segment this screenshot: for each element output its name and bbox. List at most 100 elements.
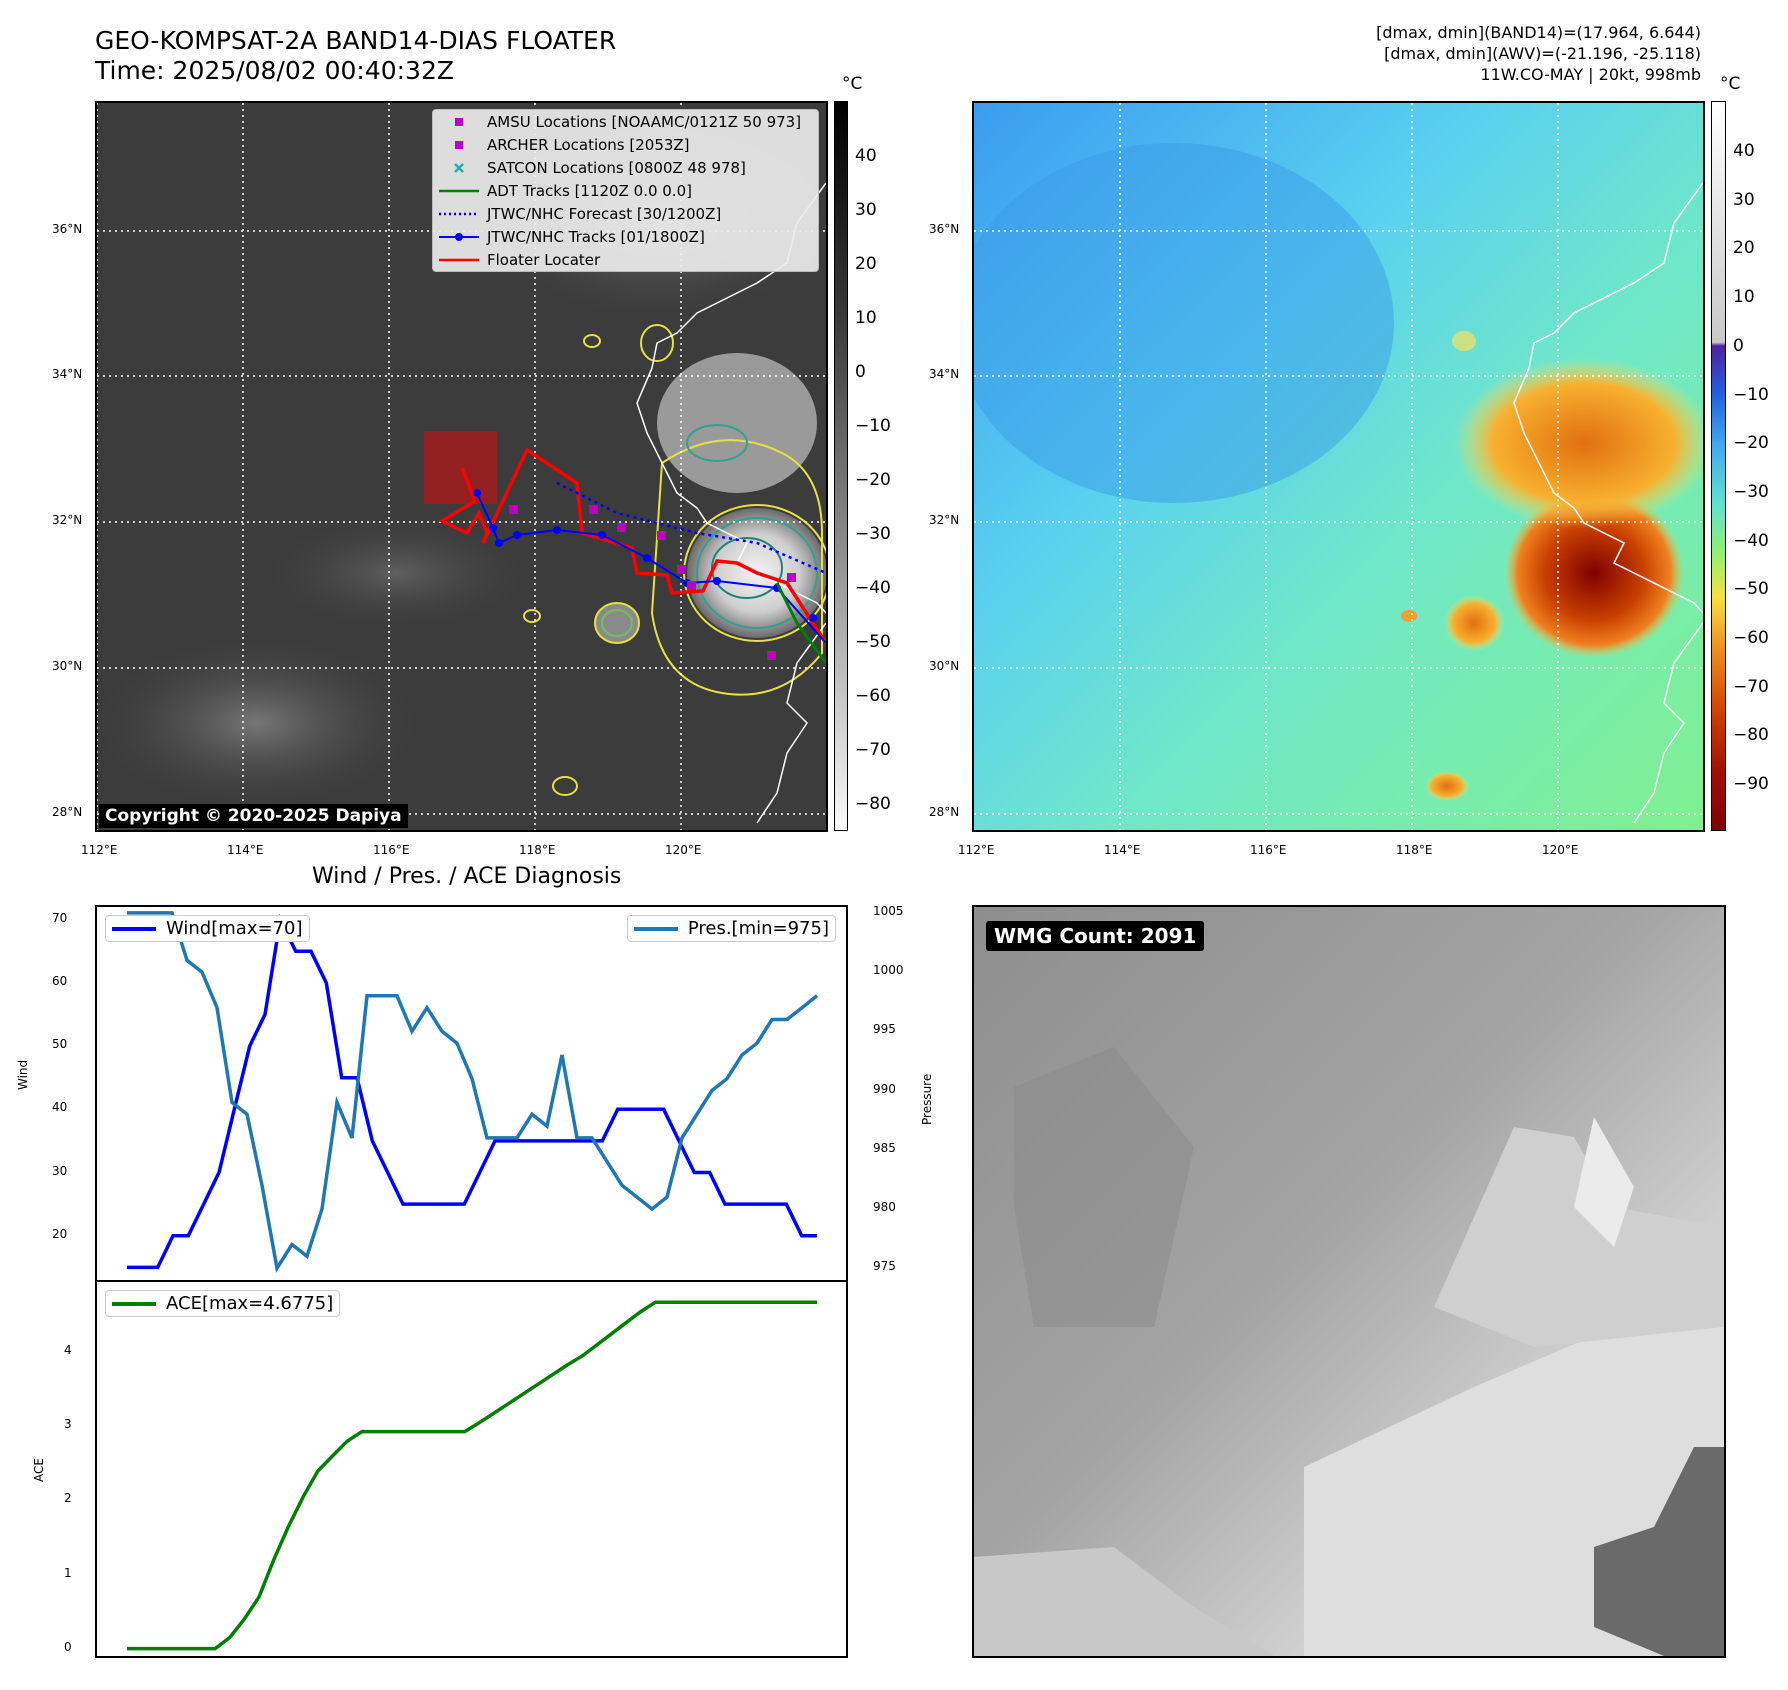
ace-ytick: 2 bbox=[64, 1491, 72, 1506]
legend-label: ADT Tracks [1120Z 0.0 0.0] bbox=[487, 181, 692, 200]
legend-item: ADT Tracks [1120Z 0.0 0.0] bbox=[433, 179, 818, 202]
legend-label: JTWC/NHC Forecast [30/1200Z] bbox=[487, 204, 722, 223]
legend-item: Floater Locater bbox=[433, 248, 818, 271]
map-lon-tick: 114°E bbox=[1104, 843, 1141, 857]
right-colorbar-tick: 10 bbox=[1733, 287, 1755, 308]
ace-axis-label: ACE bbox=[32, 1458, 46, 1482]
left-colorbar-tick: 10 bbox=[855, 308, 877, 328]
legend-symbol-icon bbox=[439, 250, 479, 270]
page-title: GEO-KOMPSAT-2A BAND14-DIAS FLOATER Time: … bbox=[95, 26, 617, 85]
wind-ytick: 20 bbox=[52, 1226, 68, 1241]
right-colorbar-tick: −70 bbox=[1733, 676, 1769, 697]
wind-ytick: 30 bbox=[52, 1163, 68, 1178]
legend-item: JTWC/NHC Tracks [01/1800Z] bbox=[433, 225, 818, 248]
ace-legend-label: ACE[max=4.6775] bbox=[166, 1293, 334, 1314]
ace-ytick: 0 bbox=[64, 1639, 72, 1654]
pres-ytick: 1000 bbox=[873, 963, 904, 978]
ace-ytick: 3 bbox=[64, 1417, 72, 1432]
wind-legend-label: Wind[max=70] bbox=[166, 918, 303, 939]
right-colorbar-tick: −60 bbox=[1733, 628, 1769, 648]
right-colorbar-tick: −10 bbox=[1733, 384, 1769, 405]
map-lon-tick: 116°E bbox=[1250, 843, 1287, 857]
right-colorbar-tick: −40 bbox=[1733, 530, 1769, 551]
legend-label: SATCON Locations [0800Z 48 978] bbox=[487, 158, 746, 177]
right-colorbar-tick: −90 bbox=[1733, 774, 1769, 795]
map-lat-tick: 36°N bbox=[929, 222, 960, 236]
legend-symbol-icon bbox=[439, 112, 479, 132]
info-storm: 11W.CO-MAY | 20kt, 998mb bbox=[1480, 65, 1701, 84]
map-lon-tick: 112°E bbox=[958, 843, 995, 857]
wmg-panel: WMG Count: 2091 bbox=[972, 905, 1726, 1658]
map-lat-tick: 34°N bbox=[52, 367, 83, 381]
left-colorbar-tick: −70 bbox=[855, 740, 891, 760]
left-colorbar-unit: °C bbox=[842, 74, 863, 94]
legend-symbol-icon bbox=[439, 135, 479, 155]
pres-line bbox=[127, 911, 819, 1273]
right-colorbar-tick: 20 bbox=[1733, 238, 1755, 259]
legend-label: Floater Locater bbox=[487, 250, 601, 269]
map-lat-tick: 30°N bbox=[929, 659, 960, 673]
wind-axis-label: Wind bbox=[16, 1059, 30, 1090]
wmg-image bbox=[974, 907, 1724, 1656]
right-colorbar-unit: °C bbox=[1720, 74, 1741, 94]
map-lon-tick: 118°E bbox=[519, 843, 556, 857]
left-colorbar-tick: −20 bbox=[855, 470, 891, 490]
map-lon-tick: 114°E bbox=[227, 843, 264, 857]
left-colorbar-tick: 20 bbox=[855, 254, 877, 274]
ace-ytick: 4 bbox=[64, 1343, 72, 1358]
ace-plot bbox=[127, 1300, 817, 1651]
right-colorbar-tick: −20 bbox=[1733, 433, 1769, 454]
map-lat-tick: 34°N bbox=[929, 367, 960, 381]
wmg-count-label: WMG Count: 2091 bbox=[986, 921, 1205, 951]
info-awv: [dmax, dmin](AWV)=(-21.196, -25.118) bbox=[1384, 44, 1701, 63]
right-colorbar bbox=[1711, 101, 1726, 831]
legend-label: AMSU Locations [NOAAMC/0121Z 50 973] bbox=[487, 112, 802, 131]
pres-ytick: 975 bbox=[873, 1259, 896, 1274]
wind-ytick: 50 bbox=[52, 1037, 68, 1052]
left-colorbar-tick: 30 bbox=[855, 200, 877, 220]
legend-label: ARCHER Locations [2053Z] bbox=[487, 135, 690, 154]
wind-legend: Wind[max=70] bbox=[105, 915, 310, 942]
pres-ytick: 985 bbox=[873, 1140, 896, 1155]
map-lon-tick: 118°E bbox=[1396, 843, 1433, 857]
pres-ytick: 1005 bbox=[873, 903, 904, 918]
right-colorbar-tick: −80 bbox=[1733, 725, 1769, 746]
map-lat-tick: 36°N bbox=[52, 222, 83, 236]
left-colorbar-tick: −40 bbox=[855, 578, 891, 598]
legend-item: AMSU Locations [NOAAMC/0121Z 50 973] bbox=[433, 110, 818, 133]
left-colorbar-tick: 0 bbox=[855, 362, 866, 382]
left-colorbar-tick: 40 bbox=[855, 146, 877, 166]
legend-symbol-icon bbox=[439, 204, 479, 224]
wind-pres-panel: Wind[max=70] Pres.[min=975] bbox=[95, 905, 848, 1282]
left-colorbar-tick: −10 bbox=[855, 416, 891, 436]
wind-legend-swatch bbox=[112, 926, 156, 931]
legend-item: ARCHER Locations [2053Z] bbox=[433, 133, 818, 156]
awv-map-panel bbox=[972, 101, 1705, 832]
ace-legend: ACE[max=4.6775] bbox=[105, 1290, 341, 1317]
pres-ytick: 990 bbox=[873, 1081, 896, 1096]
pres-legend-label: Pres.[min=975] bbox=[687, 918, 829, 939]
map-lat-tick: 28°N bbox=[929, 805, 960, 819]
map-lon-tick: 120°E bbox=[1542, 843, 1579, 857]
left-colorbar-tick: −50 bbox=[855, 632, 891, 652]
right-colorbar-tick: −30 bbox=[1733, 481, 1769, 502]
legend-item: JTWC/NHC Forecast [30/1200Z] bbox=[433, 202, 818, 225]
ace-ytick: 1 bbox=[64, 1565, 72, 1580]
legend-symbol-icon bbox=[439, 158, 479, 178]
map-lat-tick: 32°N bbox=[52, 513, 83, 527]
map-legend: AMSU Locations [NOAAMC/0121Z 50 973] ARCH… bbox=[432, 109, 819, 272]
ace-panel: ACE[max=4.6775] bbox=[95, 1280, 848, 1658]
map-lon-tick: 116°E bbox=[373, 843, 410, 857]
ir-map-panel: AMSU Locations [NOAAMC/0121Z 50 973] ARCH… bbox=[95, 101, 828, 832]
legend-label: JTWC/NHC Tracks [01/1800Z] bbox=[487, 227, 705, 246]
legend-symbol-icon bbox=[439, 181, 479, 201]
diagnostic-info: [dmax, dmin](BAND14)=(17.964, 6.644) [dm… bbox=[1376, 22, 1701, 85]
right-colorbar-tick: 40 bbox=[1733, 141, 1755, 161]
pres-ytick: 980 bbox=[873, 1199, 896, 1214]
awv-map-image bbox=[974, 103, 1703, 830]
right-colorbar-tick: 30 bbox=[1733, 189, 1755, 210]
pres-legend-swatch bbox=[633, 926, 678, 931]
ace-legend-swatch bbox=[112, 1301, 156, 1306]
map-lon-tick: 112°E bbox=[81, 843, 118, 857]
copyright-label: Copyright © 2020-2025 Dapiya bbox=[99, 804, 408, 828]
